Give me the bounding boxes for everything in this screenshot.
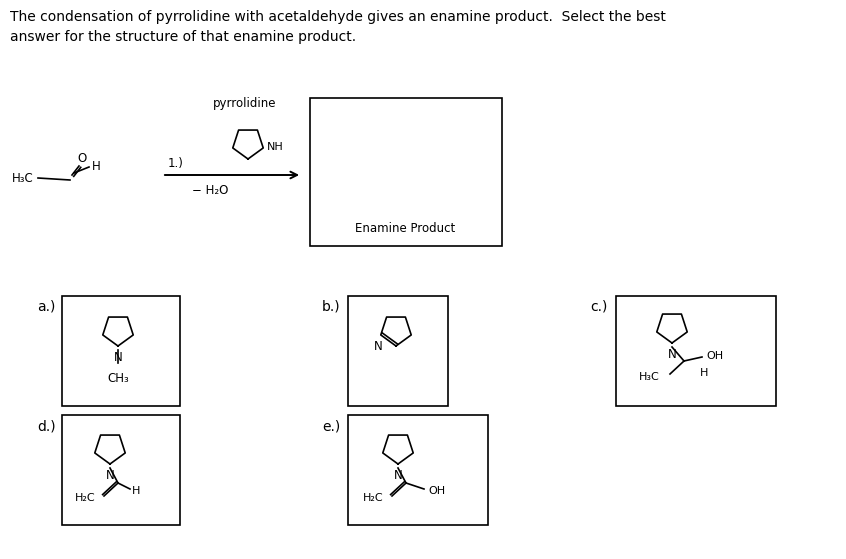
Text: NH: NH bbox=[267, 142, 284, 152]
Text: H₃C: H₃C bbox=[12, 173, 34, 186]
Text: O: O bbox=[77, 151, 86, 164]
Text: OH: OH bbox=[428, 486, 445, 496]
Text: CH₃: CH₃ bbox=[107, 372, 129, 385]
Text: 1.): 1.) bbox=[168, 157, 184, 169]
Text: H: H bbox=[92, 160, 101, 173]
Text: − H₂O: − H₂O bbox=[192, 184, 228, 197]
Text: N: N bbox=[106, 469, 114, 482]
Text: H₃C: H₃C bbox=[640, 372, 660, 382]
Text: N: N bbox=[393, 469, 403, 482]
Text: OH: OH bbox=[706, 351, 723, 361]
Text: The condensation of pyrrolidine with acetaldehyde gives an enamine product.  Sel: The condensation of pyrrolidine with ace… bbox=[10, 10, 666, 44]
Text: Enamine Product: Enamine Product bbox=[354, 221, 455, 234]
Bar bbox=[348, 415, 488, 525]
Text: e.): e.) bbox=[322, 420, 340, 434]
Text: N: N bbox=[373, 340, 382, 353]
Text: H₂C: H₂C bbox=[75, 493, 96, 503]
Text: c.): c.) bbox=[590, 300, 607, 314]
Bar bbox=[310, 98, 502, 246]
Text: H: H bbox=[700, 368, 708, 378]
Bar bbox=[616, 296, 776, 406]
Text: N: N bbox=[113, 351, 123, 364]
Text: N: N bbox=[667, 348, 676, 361]
Bar bbox=[62, 415, 180, 525]
Text: H₂C: H₂C bbox=[364, 493, 384, 503]
Text: d.): d.) bbox=[37, 420, 56, 434]
Text: H: H bbox=[132, 486, 140, 496]
Text: pyrrolidine: pyrrolidine bbox=[213, 97, 277, 110]
Bar bbox=[348, 296, 448, 406]
Text: a.): a.) bbox=[37, 300, 55, 314]
Text: b.): b.) bbox=[322, 300, 341, 314]
Bar bbox=[62, 296, 180, 406]
